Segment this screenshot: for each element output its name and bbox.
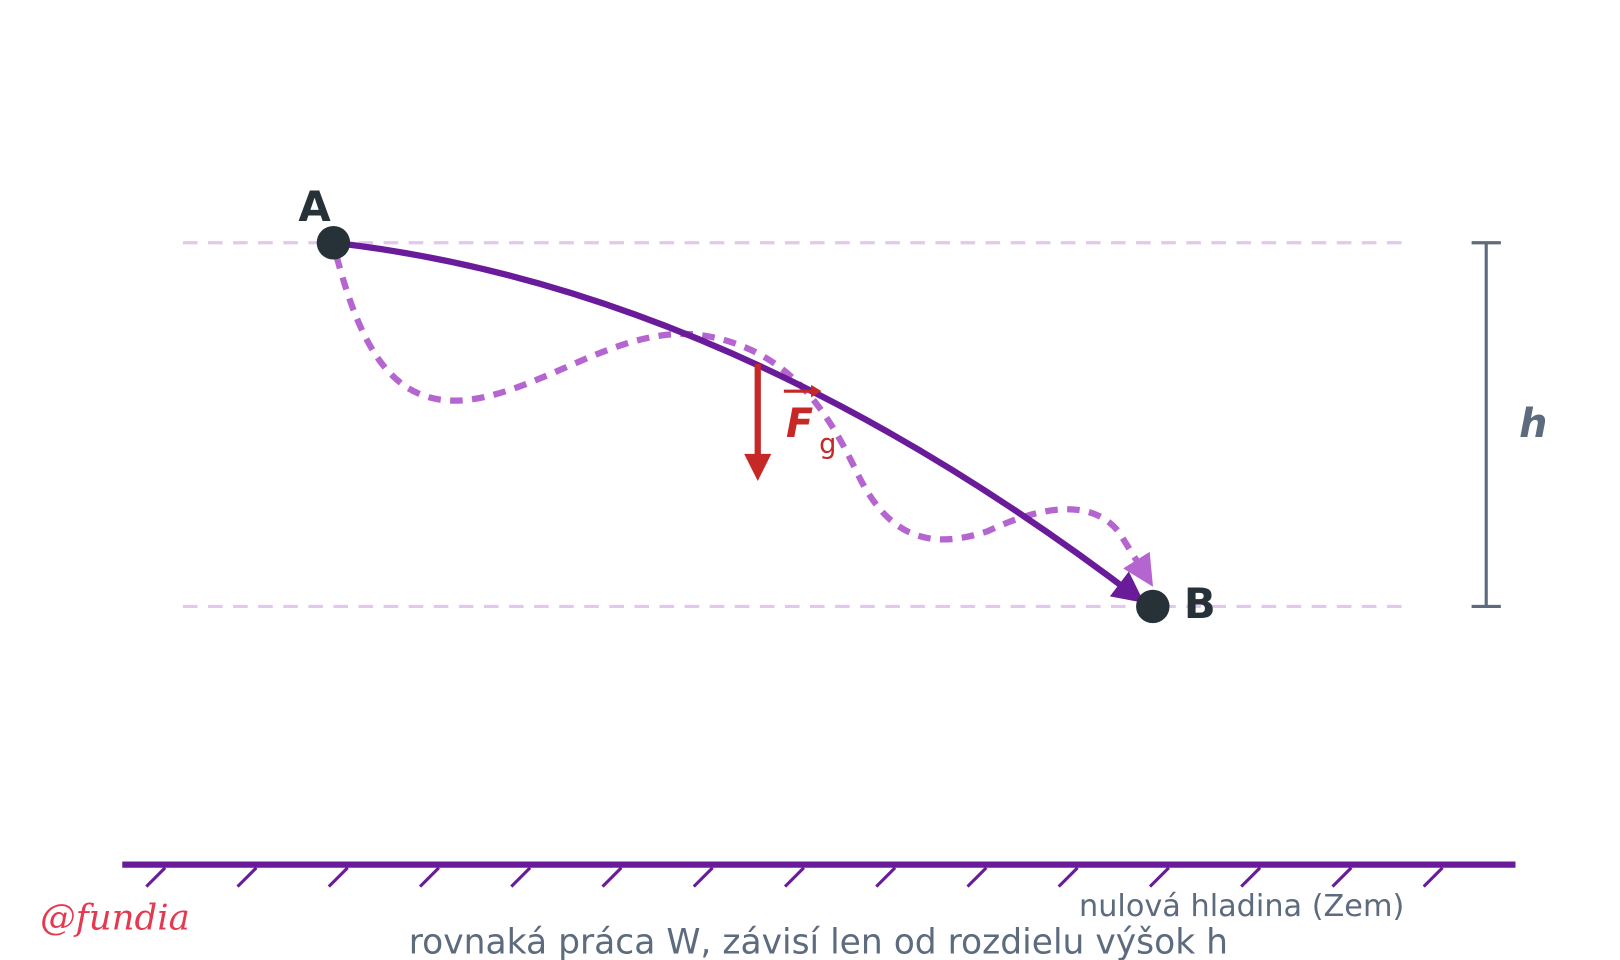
ground-hatch [145,866,1444,888]
hatch-mark [783,866,805,888]
hatch-mark [692,866,714,888]
caption: rovnaká práca W, závisí len od rozdielu … [409,923,1228,960]
hatch-mark [1240,866,1262,888]
direct-path [333,239,1145,603]
hatch-mark [418,866,440,888]
hatch-mark [1422,866,1444,888]
hatch-mark [236,866,258,888]
hatch-mark [1057,866,1079,888]
point-b [1136,589,1170,624]
hatch-mark [875,866,897,888]
hatch-mark [1331,866,1353,888]
point-a [316,226,351,260]
force-subscript: g [819,429,836,460]
hatch-mark [601,866,623,888]
force-arrow-head [744,453,772,482]
hatch-mark [510,866,532,888]
point-b-label: B [1184,579,1216,628]
hatch-mark [327,866,349,888]
vector-bar-head [811,384,822,398]
force-symbol: F [786,401,813,447]
hatch-mark [966,866,988,888]
ground-label: nulová hladina (Zem) [1079,889,1404,924]
height-label: h [1519,401,1547,447]
hatch-mark [145,866,167,888]
watermark: @fundia [40,898,190,939]
hatch-mark [1148,866,1170,888]
point-a-label: A [298,182,331,231]
alternate-path [333,255,1154,587]
